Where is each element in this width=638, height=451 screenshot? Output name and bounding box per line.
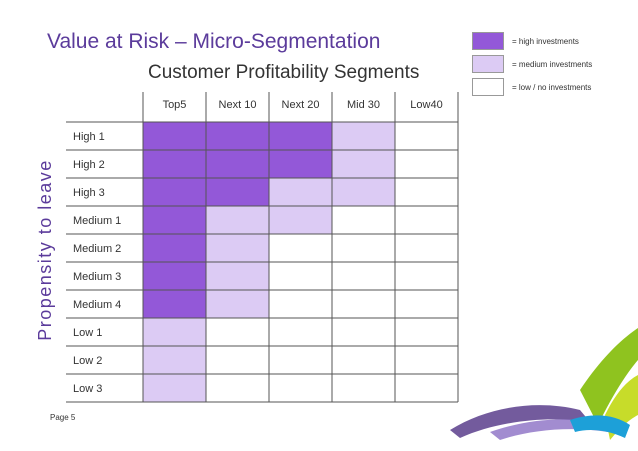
legend-swatch-low bbox=[472, 78, 504, 96]
heatmap-cell bbox=[206, 206, 269, 234]
heatmap-cell bbox=[332, 290, 395, 318]
heatmap-cell bbox=[332, 122, 395, 150]
heatmap-cell bbox=[143, 290, 206, 318]
heatmap-cell bbox=[269, 318, 332, 346]
heatmap-cell bbox=[143, 178, 206, 206]
heatmap-cell bbox=[332, 346, 395, 374]
heatmap-cell bbox=[332, 234, 395, 262]
column-header: Top5 bbox=[163, 99, 187, 111]
heatmap-cell bbox=[143, 150, 206, 178]
column-header: Low40 bbox=[410, 99, 442, 111]
row-label: Low 3 bbox=[73, 383, 102, 395]
row-label: High 2 bbox=[73, 159, 105, 171]
row-label: Low 1 bbox=[73, 327, 102, 339]
legend-label-high: = high investments bbox=[512, 36, 579, 46]
heatmap-cell bbox=[395, 346, 458, 374]
row-label: High 1 bbox=[73, 131, 105, 143]
heatmap-cell bbox=[206, 290, 269, 318]
row-label: High 3 bbox=[73, 187, 105, 199]
row-label: Medium 4 bbox=[73, 299, 121, 311]
heatmap-cell bbox=[395, 122, 458, 150]
heatmap-cell bbox=[143, 374, 206, 402]
heatmap-cell bbox=[395, 178, 458, 206]
legend-low: = low / no investments bbox=[472, 77, 591, 97]
heatmap-cell bbox=[395, 206, 458, 234]
heatmap-cell bbox=[395, 318, 458, 346]
row-label: Medium 1 bbox=[73, 215, 121, 227]
heatmap-cell bbox=[269, 178, 332, 206]
heatmap-cell bbox=[332, 178, 395, 206]
heatmap-cell bbox=[332, 150, 395, 178]
heatmap-cell bbox=[206, 262, 269, 290]
heatmap-cell bbox=[332, 262, 395, 290]
heatmap-cell bbox=[332, 318, 395, 346]
heatmap-cell bbox=[332, 206, 395, 234]
heatmap-cell bbox=[395, 374, 458, 402]
heatmap-cell bbox=[269, 122, 332, 150]
heatmap-cell bbox=[143, 262, 206, 290]
heatmap-cell bbox=[206, 346, 269, 374]
legend-medium: = medium investments bbox=[472, 54, 592, 74]
heatmap-cell bbox=[395, 262, 458, 290]
heatmap-cell bbox=[143, 234, 206, 262]
row-label: Low 2 bbox=[73, 355, 102, 367]
chart-subtitle: Customer Profitability Segments bbox=[148, 62, 420, 83]
heatmap-cell bbox=[395, 290, 458, 318]
heatmap-cell bbox=[269, 290, 332, 318]
heatmap-cell bbox=[269, 150, 332, 178]
heatmap-cell bbox=[206, 122, 269, 150]
legend-label-low: = low / no investments bbox=[512, 82, 592, 92]
heatmap-cell bbox=[206, 234, 269, 262]
legend-high: = high investments bbox=[472, 31, 579, 51]
slide-title: Value at Risk – Micro-Segmentation bbox=[47, 30, 381, 53]
heatmap-cell bbox=[269, 262, 332, 290]
heatmap-cell bbox=[269, 346, 332, 374]
heatmap-cell bbox=[143, 122, 206, 150]
heatmap-cell bbox=[395, 150, 458, 178]
heatmap-cell bbox=[269, 374, 332, 402]
row-label: Medium 3 bbox=[73, 271, 121, 283]
heatmap-cell bbox=[143, 318, 206, 346]
heatmap-cell bbox=[269, 234, 332, 262]
legend-swatch-high bbox=[472, 32, 504, 50]
row-label: Medium 2 bbox=[73, 243, 121, 255]
heatmap-cell bbox=[395, 234, 458, 262]
heatmap-cell bbox=[332, 374, 395, 402]
heatmap-cell bbox=[143, 346, 206, 374]
decorative-ribbon-graphic bbox=[450, 328, 638, 440]
heatmap-cell bbox=[206, 318, 269, 346]
heatmap-cell bbox=[206, 178, 269, 206]
heatmap-cell bbox=[206, 374, 269, 402]
heatmap-cell bbox=[206, 150, 269, 178]
legend-label-medium: = medium investments bbox=[512, 59, 593, 69]
column-header: Next 10 bbox=[219, 99, 257, 111]
heatmap-cell bbox=[269, 206, 332, 234]
column-header: Next 20 bbox=[282, 99, 320, 111]
legend-swatch-medium bbox=[472, 55, 504, 73]
heatmap-cell bbox=[143, 206, 206, 234]
page-number: Page 5 bbox=[50, 413, 76, 422]
column-header: Mid 30 bbox=[347, 99, 380, 111]
